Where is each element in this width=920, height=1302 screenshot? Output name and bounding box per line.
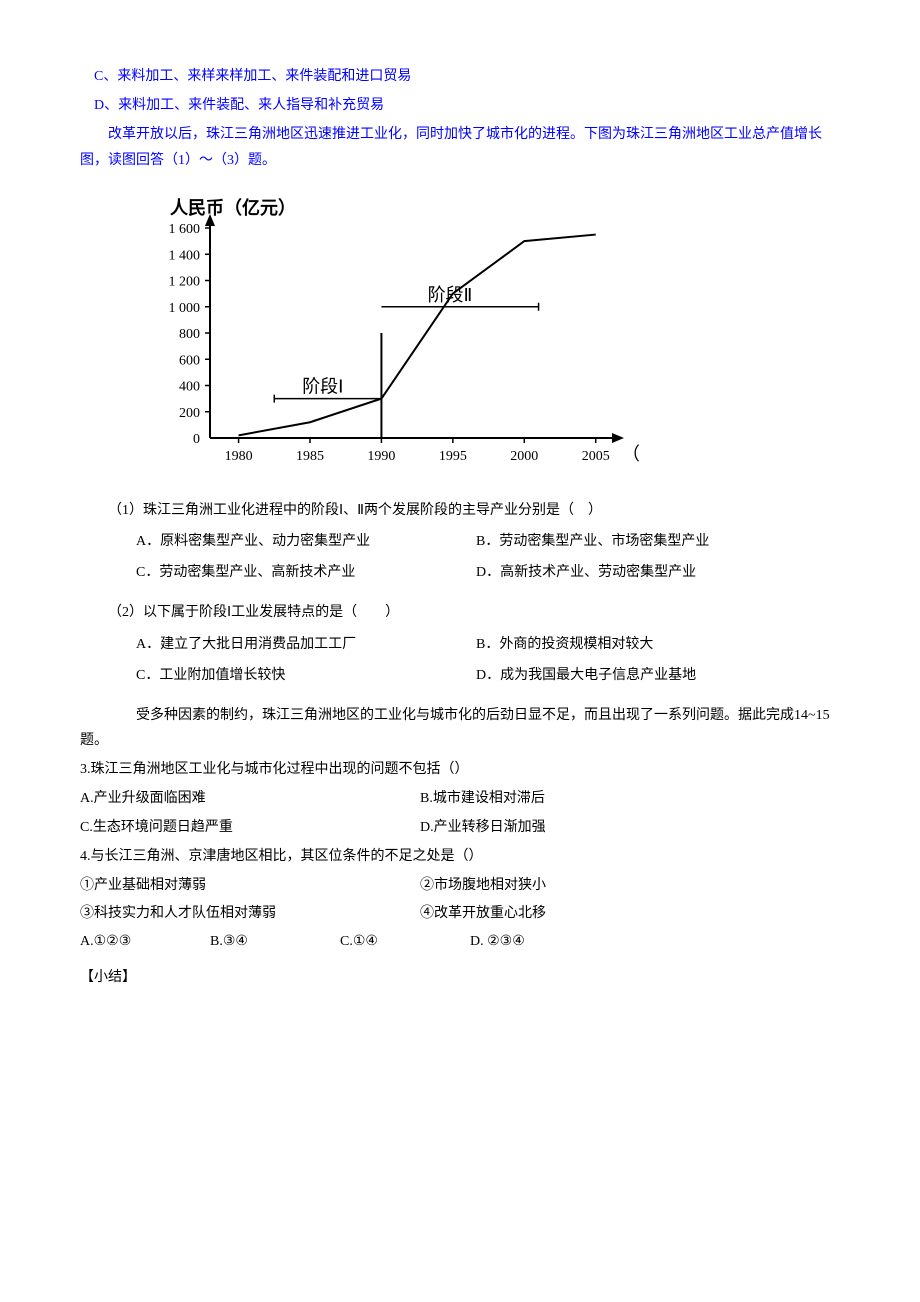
q2-option-a: A．建立了大批日用消费品加工工厂 — [80, 632, 420, 657]
svg-text:1985: 1985 — [296, 449, 324, 464]
q4-cond-4: ④改革开放重心北移 — [420, 901, 840, 926]
q4-option-a: A.①②③ — [80, 929, 210, 954]
q4-cond-3: ③科技实力和人才队伍相对薄弱 — [80, 901, 420, 926]
q1-option-b: B．劳动密集型产业、市场密集型产业 — [420, 529, 840, 554]
q4-stem: 4.与长江三角洲、京津唐地区相比，其区位条件的不足之处是（） — [80, 844, 840, 869]
context-paragraph: 受多种因素的制约，珠江三角洲地区的工业化与城市化的后劲日显不足，而且出现了一系列… — [80, 703, 840, 753]
svg-text:阶段Ⅰ: 阶段Ⅰ — [302, 376, 343, 396]
svg-text:200: 200 — [179, 406, 200, 421]
q3-option-d: D.产业转移日渐加强 — [420, 815, 840, 840]
q4-option-b: B.③④ — [210, 929, 340, 954]
summary-label: 【小结】 — [80, 965, 840, 990]
svg-text:1 000: 1 000 — [169, 301, 201, 316]
svg-text:1 600: 1 600 — [169, 222, 201, 237]
option-d: D、来料加工、来件装配、来人指导和补充贸易 — [80, 93, 840, 118]
svg-text:1990: 1990 — [367, 449, 395, 464]
svg-text:2000: 2000 — [510, 449, 538, 464]
svg-text:600: 600 — [179, 353, 200, 368]
svg-text:阶段Ⅱ: 阶段Ⅱ — [428, 285, 473, 305]
q3-option-a: A.产业升级面临困难 — [80, 786, 420, 811]
svg-text:0: 0 — [193, 432, 200, 447]
svg-text:（年）: （年） — [622, 444, 640, 464]
q4-cond-1: ①产业基础相对薄弱 — [80, 873, 420, 898]
q2-option-d: D．成为我国最大电子信息产业基地 — [420, 663, 840, 688]
q4-cond-2: ②市场腹地相对狭小 — [420, 873, 840, 898]
chart-industrial-output: 人民币（亿元） 0 200 400 600 800 1 000 1 200 1 400 1 600… — [120, 188, 840, 478]
svg-text:2005: 2005 — [582, 449, 610, 464]
intro-paragraph: 改革开放以后，珠江三角洲地区迅速推进工业化，同时加快了城市化的进程。下图为珠江三… — [80, 122, 840, 172]
q1-option-d: D．高新技术产业、劳动密集型产业 — [420, 560, 840, 585]
svg-text:400: 400 — [179, 379, 200, 394]
svg-text:800: 800 — [179, 327, 200, 342]
q2-stem: （2）以下属于阶段Ⅰ工业发展特点的是（ ） — [80, 600, 840, 625]
q4-option-d: D. ②③④ — [470, 929, 600, 954]
q1-option-a: A．原料密集型产业、动力密集型产业 — [80, 529, 420, 554]
svg-text:1 200: 1 200 — [169, 274, 201, 289]
svg-text:1980: 1980 — [225, 449, 253, 464]
q3-option-b: B.城市建设相对滞后 — [420, 786, 840, 811]
q2-option-c: C．工业附加值增长较快 — [80, 663, 420, 688]
q1-option-c: C．劳动密集型产业、高新技术产业 — [80, 560, 420, 585]
q1-stem: （1）珠江三角洲工业化进程中的阶段Ⅰ、Ⅱ两个发展阶段的主导产业分别是（ ） — [80, 498, 840, 523]
q4-option-c: C.①④ — [340, 929, 470, 954]
q3-stem: 3.珠江三角洲地区工业化与城市化过程中出现的问题不包括（） — [80, 757, 840, 782]
q3-option-c: C.生态环境问题日趋严重 — [80, 815, 420, 840]
option-c: C、来料加工、来样来样加工、来件装配和进口贸易 — [80, 64, 840, 89]
svg-text:1 400: 1 400 — [169, 248, 201, 263]
svg-text:1995: 1995 — [439, 449, 467, 464]
svg-text:人民币（亿元）: 人民币（亿元） — [170, 197, 296, 218]
q2-option-b: B．外商的投资规模相对较大 — [420, 632, 840, 657]
